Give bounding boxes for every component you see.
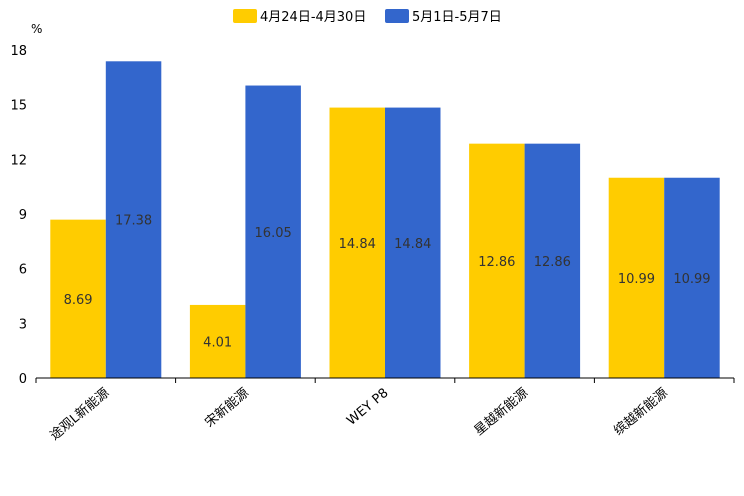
bar-4-0 — [608, 177, 665, 378]
legend: 4月24日-4月30日 5月1日-5月7日 — [233, 9, 502, 25]
x-axis: 途观L新能源 宋新能源 WEY P8 星越新能源 缤越新能源 — [35, 377, 735, 444]
y-axis-unit-label: % — [31, 22, 42, 36]
data-label-1-1: 16.05 — [255, 226, 292, 241]
y-tick-label: 3 — [19, 317, 27, 332]
y-axis: 0 3 6 9 12 15 18 — [10, 44, 27, 387]
bar-2-0 — [329, 107, 385, 379]
legend-swatch-1 — [385, 9, 409, 23]
data-label-0-1: 17.38 — [115, 214, 152, 229]
data-label-1-0: 4.01 — [203, 335, 232, 350]
bar-0-1 — [105, 61, 162, 378]
x-tick-label: 缤越新能源 — [611, 385, 671, 439]
legend-swatch-0 — [233, 9, 257, 23]
value-labels: 8.69 17.38 4.01 16.05 14.84 14.84 12.86 12.86 10… — [64, 214, 711, 351]
y-tick-label: 18 — [10, 44, 27, 59]
bar-1-0 — [189, 304, 246, 378]
data-label-2-0: 14.84 — [339, 237, 376, 252]
bar-4-1 — [664, 177, 720, 378]
bar-3-1 — [524, 143, 581, 378]
y-tick-label: 0 — [19, 372, 27, 387]
bar-0-0 — [50, 219, 106, 378]
y-tick-label: 15 — [10, 99, 27, 114]
bar-2-1 — [385, 107, 441, 379]
bar-3-0 — [469, 143, 525, 378]
data-label-3-1: 12.86 — [534, 255, 571, 270]
y-tick-label: 12 — [10, 153, 27, 168]
y-tick-label: 6 — [19, 263, 27, 278]
x-tick-label: WEY P8 — [344, 386, 391, 429]
bar-1-1 — [245, 85, 301, 379]
data-label-0-0: 8.69 — [64, 293, 93, 308]
x-tick-label: 星越新能源 — [471, 385, 531, 439]
x-tick-label: 途观L新能源 — [47, 385, 113, 444]
legend-label-1: 5月1日-5月7日 — [412, 10, 502, 25]
bars — [50, 61, 720, 379]
data-label-2-1: 14.84 — [394, 237, 431, 252]
y-tick-label: 9 — [19, 208, 27, 223]
x-tick-label: 宋新能源 — [202, 385, 252, 431]
data-label-3-0: 12.86 — [478, 255, 515, 270]
data-label-4-0: 10.99 — [618, 272, 655, 287]
legend-label-0: 4月24日-4月30日 — [260, 10, 366, 25]
data-label-4-1: 10.99 — [673, 272, 710, 287]
